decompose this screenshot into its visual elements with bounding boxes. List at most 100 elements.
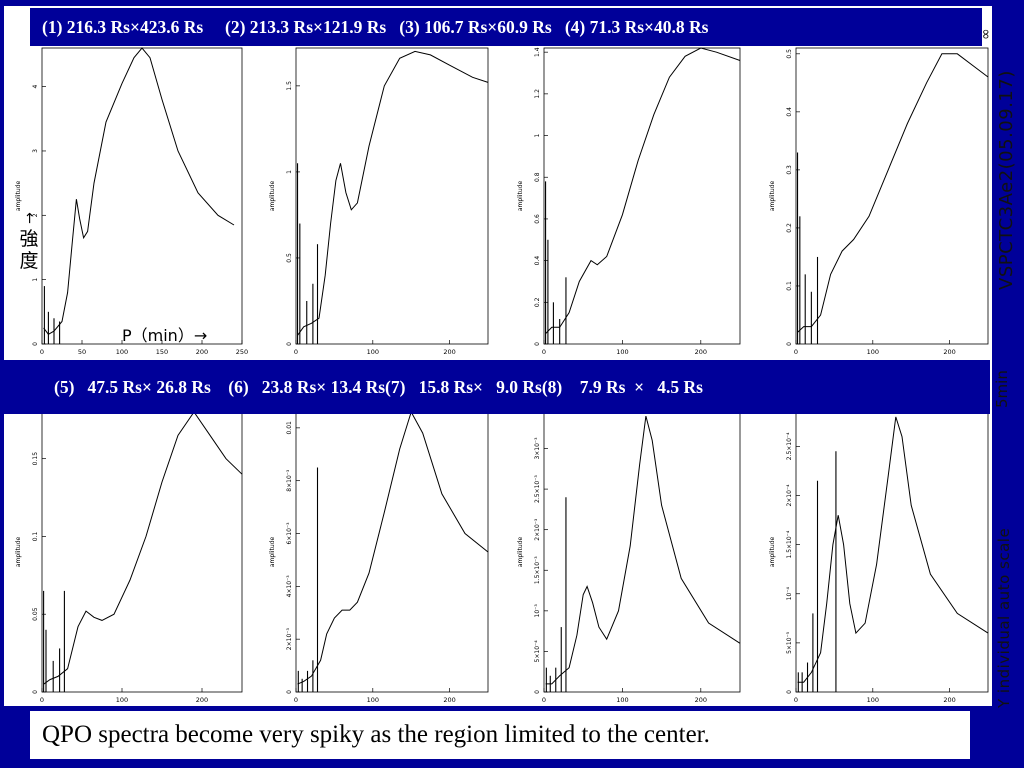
side-infinity: ∞ xyxy=(978,28,994,40)
y-tick-label: 0 xyxy=(786,690,793,694)
side-label-interval: 5min xyxy=(993,370,1011,408)
plot-frame xyxy=(543,47,741,345)
plot-frame xyxy=(295,47,489,345)
y-tick-label: 5×10⁻⁵ xyxy=(786,631,793,654)
y-axis-label: amplitude xyxy=(517,537,524,568)
y-tick-label: 10⁻⁴ xyxy=(786,587,793,601)
spectrum-plot-2: 0 100 200 0 0.5 1 1.5 amplitude xyxy=(269,47,489,356)
y-tick-label: 3 xyxy=(32,149,39,153)
y-tick-label: 0.3 xyxy=(786,165,793,175)
spectrum-plot-5: 0 100 200 0 0.05 0.1 0.15 amplitude xyxy=(15,411,243,704)
y-tick-label: 1.4 xyxy=(534,47,541,57)
series-line xyxy=(545,47,741,334)
y-tick-label: 0.5 xyxy=(286,253,293,263)
y-tick-label: 0.8 xyxy=(534,172,541,182)
y-axis-label: amplitude xyxy=(517,181,524,212)
y-tick-label: 2×10⁻⁴ xyxy=(786,484,793,507)
caption: QPO spectra become very spiky as the reg… xyxy=(30,711,970,759)
side-label-run-id: VSPCTC3Ae2(05.09.17) xyxy=(996,70,1017,290)
y-axis-label: amplitude xyxy=(15,181,22,212)
y-tick-label: 0.15 xyxy=(32,452,39,466)
y-axis-label: amplitude xyxy=(269,181,276,212)
y-tick-label: 0 xyxy=(786,342,793,346)
x-tick-label: 200 xyxy=(443,348,455,356)
header-row-1: (1) 216.3 Rs×423.6 Rs (2) 213.3 Rs×121.9… xyxy=(30,8,982,46)
spectrum-plot-3: 0 100 200 0 0.2 0.4 0.6 0.8 1 1.2 1.4 amplitude xyxy=(517,47,741,356)
y-tick-label: 1 xyxy=(534,133,541,137)
x-tick-label: 0 xyxy=(794,348,798,356)
plot-frame xyxy=(41,47,243,345)
x-axis-label: P（min）→ xyxy=(122,326,208,345)
slide-canvas xyxy=(4,6,992,706)
x-tick-label: 100 xyxy=(867,696,879,704)
series-line xyxy=(297,410,489,685)
y-tick-label: 0.1 xyxy=(32,531,39,541)
y-label-japanese: 強度 xyxy=(19,228,39,272)
x-tick-label: 200 xyxy=(196,348,208,356)
spectrum-plot-6: 0 100 200 0 2×10⁻³ 4×10⁻³ 6×10⁻³ 8×10⁻³ 0.01 ampl… xyxy=(269,410,489,704)
y-tick-label: 10⁻³ xyxy=(534,604,541,618)
y-tick-label: 1.5 xyxy=(286,81,293,91)
y-tick-label: 0.5 xyxy=(786,49,793,59)
y-tick-label: 0.6 xyxy=(534,214,541,224)
series-line xyxy=(797,416,989,683)
x-tick-label: 100 xyxy=(116,696,128,704)
y-tick-label: 6×10⁻³ xyxy=(286,522,293,545)
y-tick-label: 0.4 xyxy=(534,256,541,266)
y-tick-label: 3×10⁻³ xyxy=(534,437,541,460)
header-row-2: (5) 47.5 Rs× 26.8 Rs (6) 23.8 Rs× 13.4 R… xyxy=(4,360,990,414)
x-tick-label: 100 xyxy=(616,696,628,704)
y-tick-label: 2.5×10⁻³ xyxy=(534,475,541,503)
x-tick-label: 100 xyxy=(367,696,379,704)
y-tick-label: 0 xyxy=(534,690,541,694)
plot-frame xyxy=(795,47,989,345)
x-tick-label: 250 xyxy=(236,348,248,356)
x-tick-label: 150 xyxy=(156,348,168,356)
x-tick-label: 100 xyxy=(867,348,879,356)
y-tick-label: 1 xyxy=(32,278,39,282)
x-tick-label: 200 xyxy=(943,696,955,704)
x-tick-label: 200 xyxy=(695,348,707,356)
y-tick-label: 0 xyxy=(286,342,293,346)
x-tick-label: 200 xyxy=(943,348,955,356)
y-tick-label: 1 xyxy=(286,170,293,174)
x-tick-label: 0 xyxy=(40,348,44,356)
y-tick-label: 1.5×10⁻⁴ xyxy=(786,530,793,558)
y-tick-label: 0.2 xyxy=(534,297,541,307)
x-tick-label: 200 xyxy=(695,696,707,704)
spectrum-plot-8: 0 100 200 0 5×10⁻⁵ 10⁻⁴ 1.5×10⁻⁴ 2×10⁻⁴ 2.5×10⁻⁴… xyxy=(769,411,989,704)
series-line xyxy=(545,415,741,685)
x-tick-label: 200 xyxy=(443,696,455,704)
y-tick-label: 4 xyxy=(32,85,39,89)
y-tick-label: 1.5×10⁻³ xyxy=(534,556,541,584)
series-line xyxy=(797,53,989,333)
plot-frame xyxy=(295,411,489,693)
y-tick-label: 0.01 xyxy=(286,421,293,435)
y-tick-label: 0 xyxy=(32,690,39,694)
y-tick-label: 5×10⁻⁴ xyxy=(534,640,541,663)
y-tick-label: 8×10⁻³ xyxy=(286,469,293,492)
x-tick-label: 100 xyxy=(116,348,128,356)
x-tick-label: 100 xyxy=(367,348,379,356)
y-tick-label: 0.05 xyxy=(32,607,39,621)
x-tick-label: 50 xyxy=(78,348,86,356)
y-tick-label: 0.2 xyxy=(786,223,793,233)
x-tick-label: 0 xyxy=(40,696,44,704)
y-axis-label: amplitude xyxy=(769,537,776,568)
x-tick-label: 0 xyxy=(542,696,546,704)
plot-frame xyxy=(795,411,989,693)
spectrum-plot-7: 0 100 200 0 5×10⁻⁴ 10⁻³ 1.5×10⁻³ 2×10⁻³ 2.5×10⁻³… xyxy=(517,411,741,704)
series-line xyxy=(297,50,489,336)
y-tick-label: 0.4 xyxy=(786,107,793,117)
y-tick-label: 2×10⁻³ xyxy=(286,628,293,651)
y-tick-label: 2×10⁻³ xyxy=(534,518,541,541)
y-tick-label: 0 xyxy=(286,690,293,694)
y-axis-label: amplitude xyxy=(769,181,776,212)
y-tick-label: 0.1 xyxy=(786,281,793,291)
x-tick-label: 0 xyxy=(294,348,298,356)
x-tick-label: 0 xyxy=(542,348,546,356)
side-label-scale-note: Y individual auto scale xyxy=(995,527,1013,708)
series-line xyxy=(43,411,243,685)
x-tick-label: 0 xyxy=(294,696,298,704)
y-tick-label: 2.5×10⁻⁴ xyxy=(786,432,793,460)
